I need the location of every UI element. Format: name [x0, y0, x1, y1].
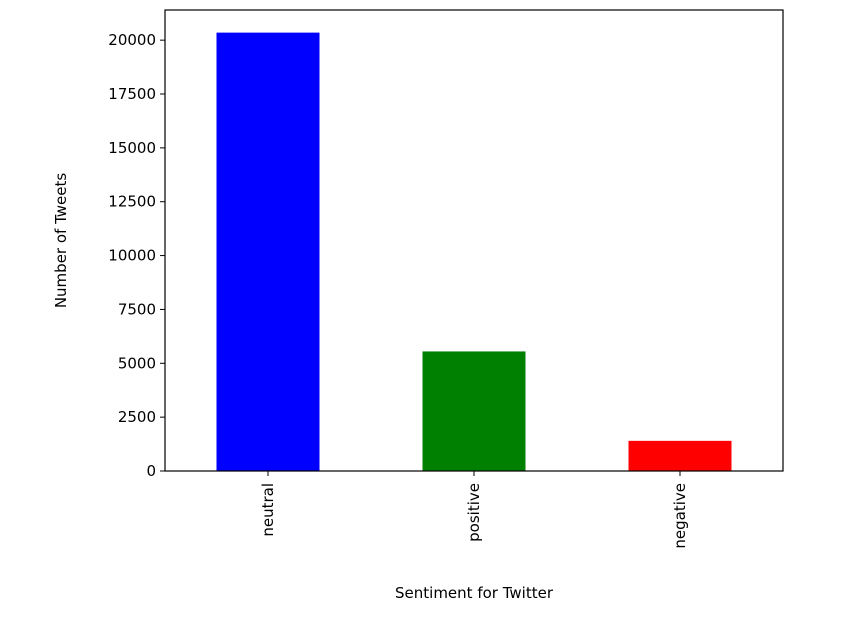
- y-tick-label: 20000: [108, 31, 156, 49]
- plot-frame: [164, 9, 784, 472]
- x-tick-label: positive: [465, 483, 483, 542]
- y-tick-label: 12500: [108, 193, 156, 211]
- x-axis-label: Sentiment for Twitter: [395, 584, 554, 602]
- x-tick-label: negative: [671, 483, 689, 549]
- y-axis-ticks: 0 2500 5000 7500 10000 12500 15000 17500 20000: [108, 31, 165, 480]
- y-tick-label: 17500: [108, 85, 156, 103]
- y-tick-label: 0: [146, 462, 156, 480]
- y-tick-label: 15000: [108, 139, 156, 157]
- y-tick-label: 2500: [118, 408, 156, 426]
- y-tick-label: 7500: [118, 300, 156, 318]
- x-axis-ticks: neutral positive negative: [259, 471, 689, 549]
- bars-group: [216, 32, 732, 471]
- y-tick-label: 5000: [118, 354, 156, 372]
- bar-negative: [628, 440, 732, 471]
- bar-neutral: [216, 32, 320, 471]
- x-tick-label: neutral: [259, 483, 277, 537]
- bar-positive: [422, 351, 526, 471]
- y-axis-label: Number of Tweets: [52, 173, 70, 309]
- y-tick-label: 10000: [108, 247, 156, 265]
